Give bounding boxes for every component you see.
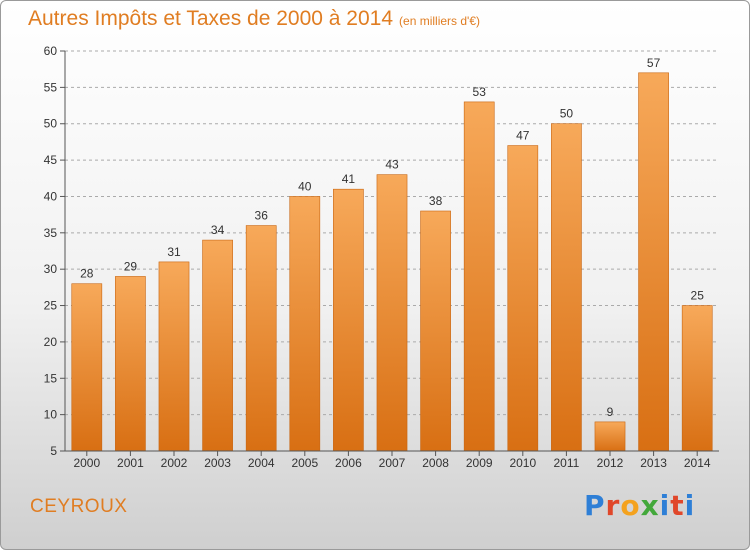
y-tick-label: 25	[44, 299, 58, 313]
data-label: 38	[429, 194, 443, 208]
logo-letter: i	[684, 489, 696, 522]
x-tick-label: 2009	[466, 456, 493, 470]
data-label: 25	[691, 289, 705, 303]
bar	[551, 123, 582, 452]
proxiti-logo[interactable]: Proxiti	[584, 489, 695, 522]
data-label: 40	[298, 179, 312, 193]
bar	[289, 196, 321, 452]
x-tick-label: 2003	[204, 456, 231, 470]
y-tick-label: 20	[44, 335, 58, 349]
x-tick-label: 2008	[422, 456, 449, 470]
bar	[115, 276, 146, 452]
bar	[158, 261, 190, 452]
y-tick-label: 5	[50, 444, 57, 458]
bar	[202, 239, 233, 452]
bar	[681, 305, 713, 452]
data-label: 41	[342, 172, 356, 186]
bars: 28 29 31 34 36 40 41 43 38 53 47 50 9 57 25	[71, 56, 713, 452]
commune-name: CEYROUX	[30, 496, 128, 517]
logo-letter: i	[659, 489, 671, 522]
bar	[333, 188, 364, 452]
data-label: 29	[124, 259, 138, 273]
data-label: 53	[473, 85, 487, 99]
bar	[376, 174, 408, 452]
logo-letter: o	[620, 489, 641, 522]
x-tick-label: 2013	[640, 456, 667, 470]
y-tick-label: 30	[44, 262, 58, 276]
bar	[245, 225, 277, 452]
y-tick-label: 55	[44, 80, 58, 94]
logo-letter: x	[640, 489, 660, 522]
data-label: 9	[607, 405, 614, 419]
x-tick-label: 2006	[335, 456, 362, 470]
data-label: 43	[385, 158, 399, 172]
bar	[594, 421, 626, 452]
x-tick-label: 2012	[597, 456, 624, 470]
data-label: 47	[516, 129, 530, 143]
x-tick-label: 2004	[248, 456, 275, 470]
data-label: 57	[647, 56, 661, 70]
axes: 5 10 15 20 25 30 35 40 45 50 55 60 2000 2001 2002 2003 2…	[44, 44, 719, 470]
data-label: 31	[167, 245, 181, 259]
x-tick-label: 2002	[161, 456, 188, 470]
chart-title: Autres Impôts et Taxes de 2000 à 2014 (en…	[28, 7, 480, 31]
y-tick-label: 40	[44, 189, 58, 203]
bar	[71, 283, 103, 452]
data-label: 36	[255, 209, 269, 223]
x-tick-label: 2001	[117, 456, 144, 470]
y-tick-label: 45	[44, 153, 58, 167]
x-tick-label: 2011	[553, 456, 579, 470]
logo-letter: P	[584, 489, 606, 522]
x-tick-label: 2000	[73, 456, 100, 470]
bar	[507, 145, 539, 452]
data-label: 50	[560, 107, 574, 121]
bar	[638, 72, 669, 452]
x-tick-label: 2014	[684, 456, 711, 470]
y-tick-label: 10	[44, 408, 58, 422]
y-tick-label: 60	[44, 44, 58, 58]
bar	[463, 101, 495, 452]
y-tick-label: 50	[44, 117, 58, 131]
x-tick-label: 2005	[291, 456, 318, 470]
chart-title-text: Autres Impôts et Taxes de 2000 à 2014	[28, 7, 394, 30]
logo-letter: r	[605, 489, 621, 522]
bar	[420, 210, 451, 452]
x-tick-label: 2007	[379, 456, 406, 470]
x-tick-label: 2010	[509, 456, 536, 470]
y-tick-label: 15	[44, 371, 58, 385]
chart-unit: (en milliers d'€)	[399, 14, 481, 28]
data-label: 28	[80, 267, 94, 281]
y-tick-label: 35	[44, 226, 58, 240]
logo-letter: t	[670, 489, 685, 522]
data-label: 34	[211, 223, 225, 237]
